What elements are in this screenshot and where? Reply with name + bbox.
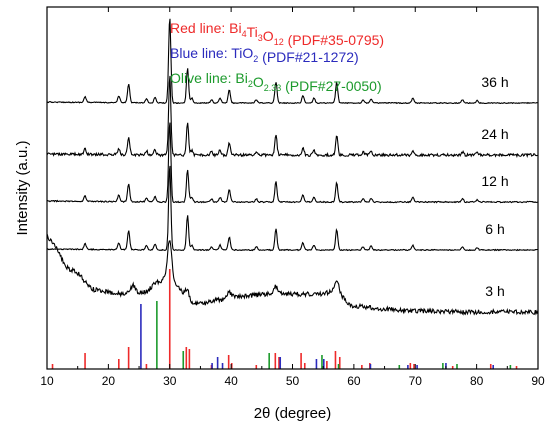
x-tick-label: 50 [286, 374, 300, 388]
series-label: 24 h [481, 126, 508, 142]
pattern-line [46, 75, 538, 159]
legend: Red line: Bi4Ti3O12 (PDF#35-0795)Blue li… [170, 20, 384, 94]
x-tick-label: 70 [409, 374, 423, 388]
x-axis-ticks: 10 20 30 40 50 60 70 80 90 [40, 7, 545, 388]
diffraction-patterns [46, 18, 539, 316]
y-axis-label: Intensity (a.u.) [14, 140, 31, 235]
series-label: 6 h [485, 221, 504, 237]
series-label: 12 h [481, 173, 508, 189]
pattern-line [46, 18, 538, 105]
x-tick-label: 40 [224, 374, 238, 388]
series-label: 36 h [481, 74, 508, 90]
x-tick-label: 30 [163, 374, 177, 388]
x-tick-label: 10 [40, 374, 54, 388]
pattern-line [47, 165, 538, 252]
x-tick-label: 90 [531, 374, 545, 388]
legend-entry: Olive line: Bi2O2.33 (PDF#27-0050) [170, 70, 382, 94]
pattern-line [46, 122, 538, 204]
x-axis-label: 2θ (degree) [254, 405, 332, 422]
reference-bars [51, 269, 518, 369]
pattern-line [46, 233, 539, 316]
series-label: 3 h [485, 283, 504, 299]
legend-entry: Red line: Bi4Ti3O12 (PDF#35-0795) [170, 20, 384, 48]
x-tick-label: 60 [347, 374, 361, 388]
x-tick-label: 80 [470, 374, 484, 388]
series-labels: 36 h 24 h 12 h 6 h 3 h [481, 74, 508, 299]
x-tick-label: 20 [102, 374, 116, 388]
legend-entry: Blue line: TiO2 (PDF#21-1272) [170, 45, 359, 65]
